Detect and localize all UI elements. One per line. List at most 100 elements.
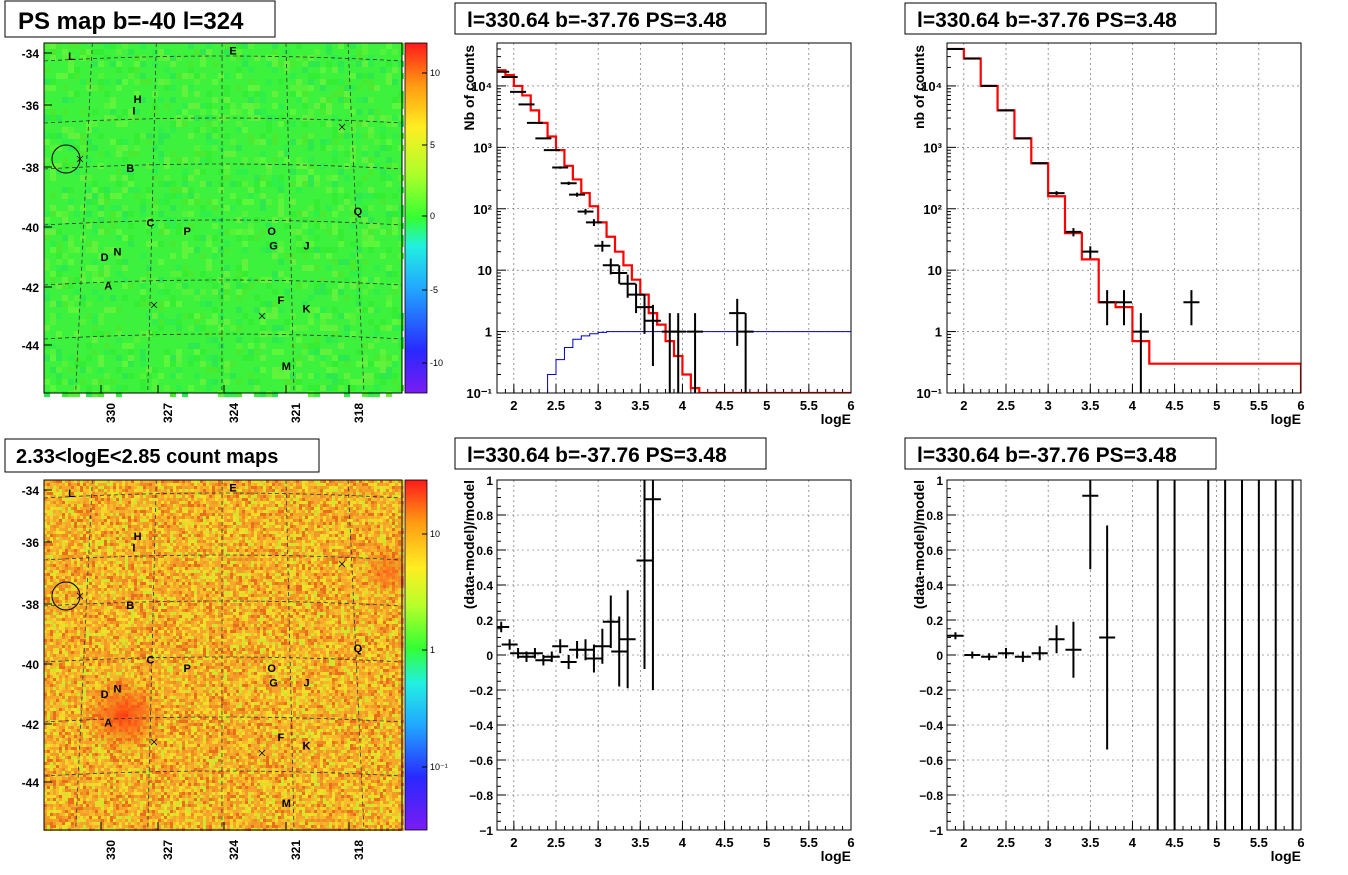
map-pixel [110,495,113,498]
map-pixel [314,313,320,319]
map-pixel [236,145,242,151]
map-pixel [356,552,359,555]
map-pixel [122,513,125,516]
map-pixel [269,525,272,528]
map-pixel [326,97,332,103]
map-pixel [74,504,77,507]
map-pixel [302,61,308,67]
map-pixel [362,546,365,549]
map-pixel [362,121,368,127]
map-pixel [194,343,200,349]
map-pixel [398,319,404,325]
map-pixel [215,489,218,492]
map-pixel [110,259,116,265]
map-pixel [332,367,338,373]
map-pixel [284,552,287,555]
map-pixel [113,525,116,528]
map-pixel [152,528,155,531]
map-pixel [62,193,68,199]
map-pixel [368,489,371,492]
map-pixel [101,537,104,540]
map-pixel [398,480,401,483]
map-pixel [98,283,104,289]
map-pixel [299,549,302,552]
map-pixel [389,504,392,507]
map-pixel [386,121,392,127]
map-pixel [188,355,194,361]
map-pixel [368,528,371,531]
map-pixel [176,555,179,558]
map-pixel [254,97,260,103]
map-pixel [356,558,359,561]
source-label: A [104,281,112,293]
map-pixel [185,486,188,489]
map-pixel [251,543,254,546]
map-pixel [332,492,335,495]
map-pixel [353,546,356,549]
map-pixel [50,531,53,534]
map-pixel [230,193,236,199]
map-pixel [350,331,356,337]
map-pixel [56,349,62,355]
map-pixel [86,349,92,355]
map-pixel [332,525,335,528]
map-pixel [68,343,74,349]
map-pixel [56,133,62,139]
map-pixel [317,531,320,534]
map-pixel [161,528,164,531]
map-pixel [188,199,194,205]
map-pixel [239,489,242,492]
map-pixel [158,301,164,307]
map-pixel [218,516,221,519]
map-pixel [110,513,113,516]
map-pixel [380,489,383,492]
map-pixel [170,498,173,501]
map-pixel [326,513,329,516]
map-pixel [98,561,101,564]
map-pixel [140,43,146,49]
map-pixel [68,235,74,241]
map-pixel [50,283,56,289]
map-pixel [227,540,230,543]
map-pixel [275,534,278,537]
map-pixel [194,507,197,510]
map-pixel [344,373,350,379]
map-pixel [149,501,152,504]
map-pixel [308,163,314,169]
map-pixel [302,67,308,73]
map-pixel [269,543,272,546]
map-pixel [86,43,92,49]
map-pixel [47,525,50,528]
map-pixel [92,543,95,546]
map-pixel [74,145,80,151]
map-pixel [152,489,155,492]
map-pixel [344,480,347,483]
map-pixel [299,531,302,534]
map-pixel [287,534,290,537]
map-pixel [296,531,299,534]
map-pixel [155,513,158,516]
map-pixel [182,519,185,522]
map-pixel [167,537,170,540]
map-pixel [386,43,392,49]
map-pixel [284,121,290,127]
map-pixel [146,259,152,265]
map-pixel [350,313,356,319]
map-pixel [272,307,278,313]
source-label: C [147,218,155,230]
map-pixel [350,43,356,49]
map-pixel [224,492,227,495]
map-pixel [89,501,92,504]
map-pixel [113,558,116,561]
map-pixel [356,133,362,139]
map-pixel [194,498,197,501]
map-pixel [203,519,206,522]
map-pixel [200,151,206,157]
map-pixel [164,67,170,73]
map-pixel [44,115,50,121]
map-pixel [350,241,356,247]
map-pixel [92,507,95,510]
map-pixel [287,522,290,525]
map-pixel [170,552,173,555]
map-pixel [86,187,92,193]
